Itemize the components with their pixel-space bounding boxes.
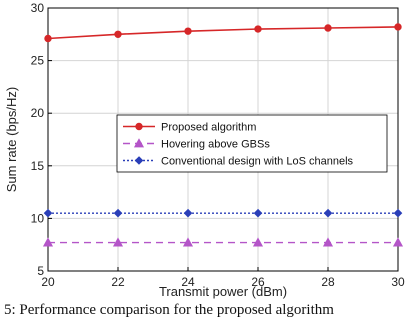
- figure-caption: 5: Performance comparison for the propos…: [4, 302, 334, 318]
- x-axis-label: Transmit power (dBm): [159, 284, 287, 299]
- y-axis-label: Sum rate (bps/Hz): [4, 87, 19, 192]
- series-1: [44, 23, 402, 43]
- series-line: [47, 26, 399, 40]
- legend-marker: [133, 138, 145, 148]
- data-point: [42, 237, 54, 247]
- x-tick-label: 30: [391, 275, 405, 289]
- x-tick-label: 28: [321, 275, 335, 289]
- data-point: [113, 208, 123, 218]
- data-point: [322, 237, 334, 247]
- series-layer: [42, 23, 404, 247]
- data-point: [252, 237, 264, 247]
- y-tick-label: 25: [31, 54, 45, 68]
- tick-layer: 20 22 24 26 28 30 5 10 15 20 25 30: [31, 1, 405, 289]
- y-tick-label: 5: [37, 264, 44, 278]
- legend-marker: [134, 156, 144, 165]
- legend-label: Hovering above GBSs: [161, 139, 270, 151]
- legend-label: Proposed algorithm: [161, 122, 256, 134]
- legend: Proposed algorithm Hovering above GBSs Con…: [116, 114, 388, 173]
- legend-box: [116, 114, 388, 173]
- data-point: [393, 208, 403, 218]
- legend-item-3: Conventional design with LoS channels: [123, 156, 354, 168]
- x-tick-label: 20: [41, 275, 55, 289]
- data-point: [182, 237, 194, 247]
- legend-item-1: Proposed algorithm: [123, 122, 256, 134]
- plot-frame: [47, 7, 399, 272]
- x-tick-label: 22: [111, 275, 125, 289]
- y-tick-label: 30: [31, 1, 45, 15]
- y-tick-label: 15: [31, 159, 45, 173]
- legend-item-2: Hovering above GBSs: [123, 138, 270, 151]
- chart-svg: 20 22 24 26 28 30 5 10 15 20 25 30 Proposed algorit…: [4, 1, 405, 299]
- legend-marker: [135, 122, 143, 131]
- series-3: [43, 208, 403, 218]
- data-point: [114, 30, 122, 38]
- data-point: [253, 208, 263, 218]
- data-point: [394, 23, 402, 31]
- data-point: [44, 34, 52, 43]
- x-tick-label: 24: [181, 275, 195, 289]
- data-point: [254, 25, 262, 33]
- data-point: [184, 27, 192, 35]
- y-tick-label: 10: [31, 211, 45, 225]
- series-2: [42, 237, 404, 247]
- data-point: [183, 208, 193, 218]
- data-point: [392, 237, 404, 247]
- y-tick-label: 20: [31, 106, 45, 120]
- data-point: [323, 208, 333, 218]
- data-point: [324, 24, 332, 32]
- x-tick-label: 26: [251, 275, 265, 289]
- legend-label: Conventional design with LoS channels: [161, 156, 354, 168]
- data-point: [43, 208, 53, 218]
- data-point: [112, 237, 124, 247]
